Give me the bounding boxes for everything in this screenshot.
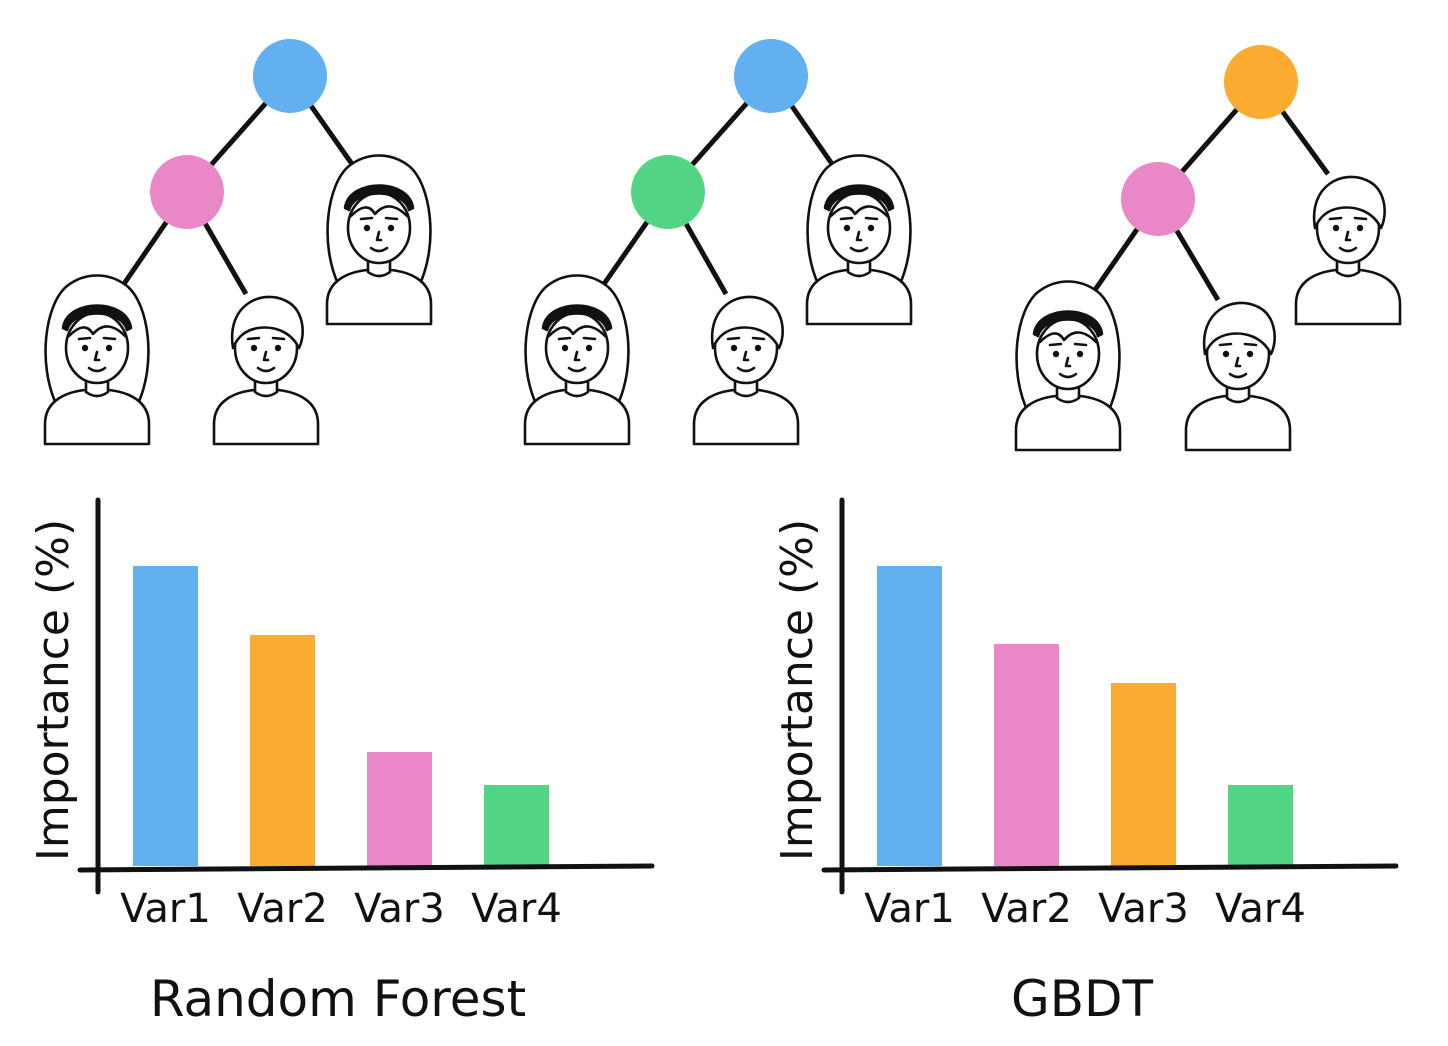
bar-var2 xyxy=(250,635,315,866)
person-short-hair-icon xyxy=(1294,175,1402,326)
bar-var2 xyxy=(994,644,1059,866)
decision-tree xyxy=(1014,45,1402,452)
decision-trees xyxy=(43,39,1402,452)
person-long-hair-icon xyxy=(523,274,631,446)
chart-gbdt: Importance (%) Var1 Var2 Var3 Var4 GBDT xyxy=(772,497,1399,1028)
x-tick-label: Var4 xyxy=(1215,886,1306,932)
x-tick-label: Var1 xyxy=(120,886,211,932)
x-tick-label: Var3 xyxy=(354,886,445,932)
tree-root-node xyxy=(734,39,808,113)
tree-root-node xyxy=(1224,45,1298,119)
x-tick-label: Var2 xyxy=(981,886,1072,932)
y-axis-label: Importance (%) xyxy=(772,519,823,861)
person-long-hair-icon xyxy=(325,154,433,326)
x-tick-labels: Var1 Var2 Var3 Var4 xyxy=(120,886,562,932)
bar-var1 xyxy=(877,566,942,866)
person-long-hair-icon xyxy=(1014,280,1122,452)
bars-gbdt xyxy=(877,566,1293,866)
x-axis xyxy=(77,863,655,873)
x-tick-labels: Var1 Var2 Var3 Var4 xyxy=(864,886,1306,932)
chart-title: Random Forest xyxy=(150,970,526,1028)
bar-var1 xyxy=(133,566,198,866)
person-short-hair-icon xyxy=(692,295,800,446)
person-long-hair-icon xyxy=(43,274,151,446)
x-tick-label: Var3 xyxy=(1098,886,1189,932)
bar-var3 xyxy=(367,752,432,866)
x-tick-label: Var1 xyxy=(864,886,955,932)
bar-var4 xyxy=(1228,785,1293,866)
bar-var4 xyxy=(484,785,549,866)
person-short-hair-icon xyxy=(1184,301,1292,452)
bar-var3 xyxy=(1111,683,1176,866)
y-axis-label: Importance (%) xyxy=(28,519,79,861)
person-long-hair-icon xyxy=(805,154,913,326)
x-tick-label: Var4 xyxy=(471,886,562,932)
x-tick-label: Var2 xyxy=(237,886,328,932)
tree-split-node xyxy=(1121,162,1195,236)
x-axis xyxy=(821,863,1399,873)
tree-split-node xyxy=(150,155,224,229)
tree-root-node xyxy=(253,39,327,113)
tree-split-node xyxy=(631,155,705,229)
decision-tree xyxy=(523,39,913,446)
bars-random-forest xyxy=(133,566,549,866)
chart-title: GBDT xyxy=(1011,970,1154,1028)
chart-random-forest: Importance (%) Var1 Var2 Var3 Var4 Random F… xyxy=(28,497,655,1028)
decision-tree xyxy=(43,39,433,446)
person-short-hair-icon xyxy=(212,295,320,446)
